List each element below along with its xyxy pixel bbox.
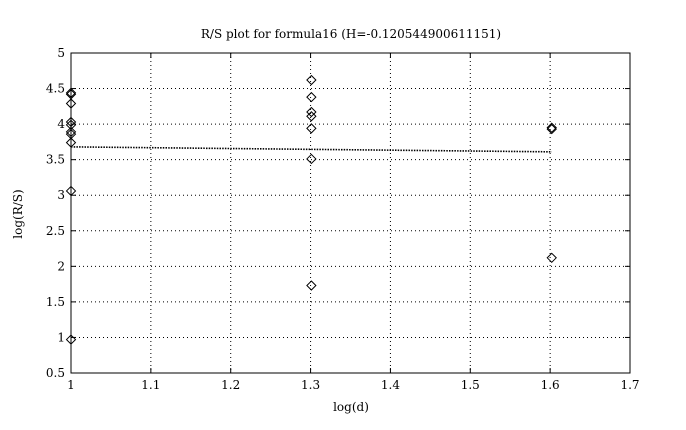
data-point-diamond (306, 280, 317, 291)
y-axis-title: log(R/S) (11, 189, 25, 238)
y-tick-label: 5 (57, 46, 65, 60)
data-point-diamond (306, 106, 317, 118)
data-point-diamond (65, 185, 77, 197)
data-point-diamond (306, 91, 317, 103)
y-tick-label: 3 (57, 188, 65, 202)
data-point-diamond (546, 122, 557, 133)
x-tick-label: 1.1 (141, 378, 160, 392)
data-point-diamond (65, 116, 77, 128)
y-tick-label: 2 (57, 259, 65, 273)
data-point-diamond (306, 123, 317, 134)
axis-ticks (70, 52, 631, 374)
x-axis-title: log(d) (333, 400, 369, 414)
data-point-diamond (546, 252, 557, 264)
fit-line (70, 146, 552, 153)
data-point-diamond (65, 98, 77, 109)
y-tick-label: 3.5 (46, 153, 65, 167)
x-tick-label: 1.7 (620, 378, 639, 392)
y-tick-label: 4 (57, 117, 65, 131)
data-point-diamond (65, 126, 77, 138)
data-point-diamond (65, 87, 77, 99)
y-tick-label: 2.5 (46, 224, 65, 238)
x-tick-label: 1 (67, 378, 75, 392)
x-tick-labels: 1 1.1 1.2 1.3 1.4 1.5 1.6 1.7 (67, 378, 639, 392)
data-point-diamond (546, 123, 557, 135)
chart-title: R/S plot for formula16 (H=-0.12054490061… (201, 27, 501, 41)
data-point-diamond (306, 111, 317, 122)
x-tick-label: 1.2 (221, 378, 240, 392)
y-tick-label: 4.5 (46, 82, 65, 96)
y-tick-label: 1.5 (46, 295, 65, 309)
plot-frame (70, 52, 631, 374)
x-tick-label: 1.6 (541, 378, 560, 392)
y-tick-label: 0.5 (46, 366, 65, 380)
x-tick-label: 1.4 (381, 378, 400, 392)
x-tick-label: 1.3 (301, 378, 320, 392)
fit-line-segment (70, 146, 552, 153)
data-point-diamond (65, 334, 77, 345)
data-points (65, 74, 557, 345)
data-point-diamond (306, 153, 317, 165)
data-point-diamond (65, 137, 77, 148)
grid-lines (71, 53, 630, 373)
y-tick-label: 1 (57, 330, 65, 344)
y-tick-labels: 0.5 1 1.5 2 2.5 3 3.5 4 4.5 5 (46, 46, 65, 380)
x-tick-label: 1.5 (461, 378, 480, 392)
data-point-diamond (306, 74, 317, 86)
